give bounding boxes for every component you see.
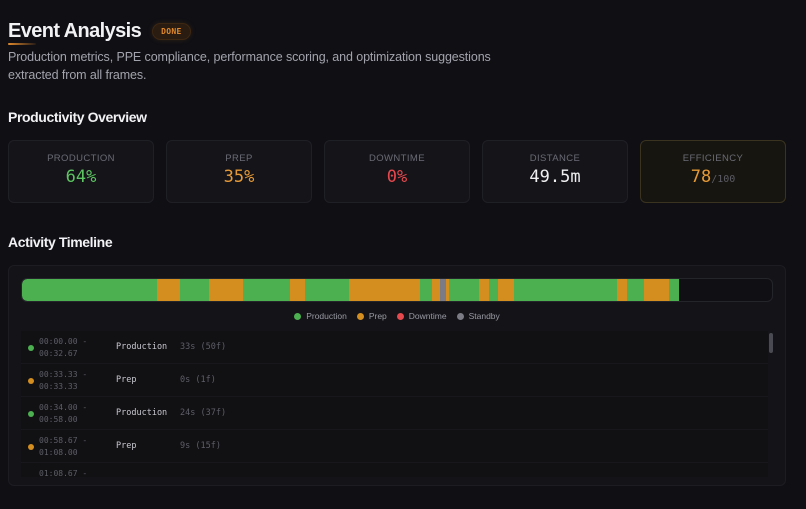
legend-dot-icon [456, 312, 464, 320]
timeline-segment-prep[interactable] [446, 279, 449, 301]
timeline-segment-prep[interactable] [644, 279, 669, 301]
legend-label: Downtime [408, 311, 447, 321]
timeline-segment-production[interactable] [627, 279, 644, 301]
status-badge: DONE [152, 22, 191, 40]
timeline-segment-prep[interactable] [432, 279, 440, 301]
legend-dot-icon [294, 312, 302, 320]
timeline-segment-prep[interactable] [617, 279, 627, 301]
legend-item-downtime: Downtime [396, 311, 447, 321]
metric-card-downtime: DOWNTIME 0% [324, 140, 470, 203]
scrollbar-thumb[interactable] [769, 333, 773, 353]
event-type-label: Prep [116, 375, 137, 385]
event-duration: 24s (37f) [180, 408, 227, 418]
metric-label: PREP [225, 153, 253, 164]
timeline-segment-prep[interactable] [498, 279, 514, 301]
legend-item-production: Production [294, 311, 347, 321]
event-end: 00:32.67 [39, 349, 78, 358]
timeline-segment-prep[interactable] [209, 279, 243, 301]
event-status-dot-icon [28, 444, 34, 450]
page-title: Event Analysis [8, 20, 142, 42]
timeline-panel: Production Prep Downtime Standby 00:00.00 -… [8, 265, 786, 486]
event-duration: 33s (50f) [180, 342, 227, 352]
legend-label: Standby [468, 311, 500, 321]
legend-item-prep: Prep [356, 311, 387, 321]
event-row[interactable]: 00:00.00 - 00:32.67 Production 33s (50f) [21, 331, 768, 364]
legend-label: Prep [368, 311, 387, 321]
event-duration: 0s (1f) [180, 375, 216, 385]
event-status-dot-icon [28, 345, 34, 351]
event-status-dot-icon [28, 378, 34, 384]
timeline-segment-production[interactable] [243, 279, 290, 301]
event-list[interactable]: 00:00.00 -00:32.67 Production 33s (50f) 00:… [21, 331, 768, 477]
event-time-range: 00:00.00 - 00:32.67 [39, 336, 87, 360]
event-status-dot-icon [28, 411, 34, 417]
efficiency-max: /100 [711, 174, 736, 185]
page-subtitle: Production metrics, PPE compliance, perf… [8, 50, 491, 82]
metric-label: DOWNTIME [369, 153, 425, 164]
event-row[interactable]: 01:08.67 - [21, 463, 768, 477]
event-list-scrollbar[interactable] [769, 333, 773, 475]
event-start: 00:34.00 - [39, 403, 88, 412]
timeline-segment-prep[interactable] [290, 279, 305, 301]
title-underline [8, 43, 36, 45]
event-type-label: Production [116, 408, 168, 418]
timeline-segment-production[interactable] [180, 279, 209, 301]
metric-cards: PRODUCTION 64% PREP 35% DOWNTIME 0% DIST… [8, 140, 786, 203]
event-end: 01:08.00 [39, 448, 78, 457]
timeline-segment-production[interactable] [305, 279, 349, 301]
event-time-range: 00:34.00 - 00:58.00 [39, 402, 87, 426]
event-row[interactable]: 00:34.00 - 00:58.00 Production 24s (37f) [21, 397, 768, 430]
legend-label: Production [306, 311, 347, 321]
event-type-label: Prep [116, 441, 137, 451]
metric-value: 35% [223, 167, 255, 187]
metric-card-production: PRODUCTION 64% [8, 140, 154, 203]
timeline-segment-prep[interactable] [349, 279, 420, 301]
timeline-segment-production[interactable] [420, 279, 432, 301]
event-time-range: 00:33.33 - 00:33.33 [39, 369, 87, 393]
event-time-range: 00:58.67 - 01:08.00 [39, 435, 87, 459]
metric-value: 49.5m [529, 167, 581, 187]
metric-value: 0% [386, 167, 408, 187]
legend-dot-icon [396, 312, 404, 320]
timeline-segment-standby[interactable] [440, 279, 446, 301]
metric-label: EFFICIENCY [682, 153, 744, 164]
productivity-overview-title: Productivity Overview [8, 109, 147, 125]
metric-label: PRODUCTION [47, 153, 115, 164]
legend-dot-icon [356, 312, 364, 320]
metric-value: 78/100 [691, 166, 736, 191]
efficiency-score: 78 [690, 167, 712, 187]
event-type-label: Production [116, 342, 168, 352]
timeline-segment-production[interactable] [22, 279, 157, 301]
event-end: 00:33.33 [39, 382, 78, 391]
metric-label: DISTANCE [529, 153, 581, 164]
metric-card-distance: DISTANCE 49.5m [482, 140, 628, 203]
timeline-segment-production[interactable] [514, 279, 617, 301]
timeline-bar[interactable] [21, 278, 773, 302]
event-row[interactable]: 00:58.67 - 01:08.00 Prep 9s (15f) [21, 430, 768, 463]
event-start: 00:58.67 - [39, 436, 88, 445]
legend-item-standby: Standby [456, 311, 500, 321]
timeline-segment-production[interactable] [449, 279, 479, 301]
event-start: 00:00.00 - [39, 337, 88, 346]
activity-timeline-title: Activity Timeline [8, 234, 113, 250]
event-time-range: 01:08.67 - [39, 468, 87, 477]
event-duration: 9s (15f) [180, 441, 221, 451]
event-row[interactable]: 00:33.33 - 00:33.33 Prep 0s (1f) [21, 364, 768, 397]
metric-value: 64% [65, 167, 97, 187]
event-start: 01:08.67 - [39, 469, 88, 477]
timeline-legend: Production Prep Downtime Standby [9, 311, 785, 321]
metric-card-efficiency: EFFICIENCY 78/100 [640, 140, 786, 203]
timeline-segment-production[interactable] [669, 279, 679, 301]
timeline-bar-fill [22, 279, 679, 301]
timeline-segment-production[interactable] [489, 279, 498, 301]
event-end: 00:58.00 [39, 415, 78, 424]
metric-card-prep: PREP 35% [166, 140, 312, 203]
timeline-segment-prep[interactable] [479, 279, 489, 301]
timeline-segment-prep[interactable] [157, 279, 180, 301]
event-start: 00:33.33 - [39, 370, 88, 379]
header: Event Analysis DONE [8, 19, 191, 43]
